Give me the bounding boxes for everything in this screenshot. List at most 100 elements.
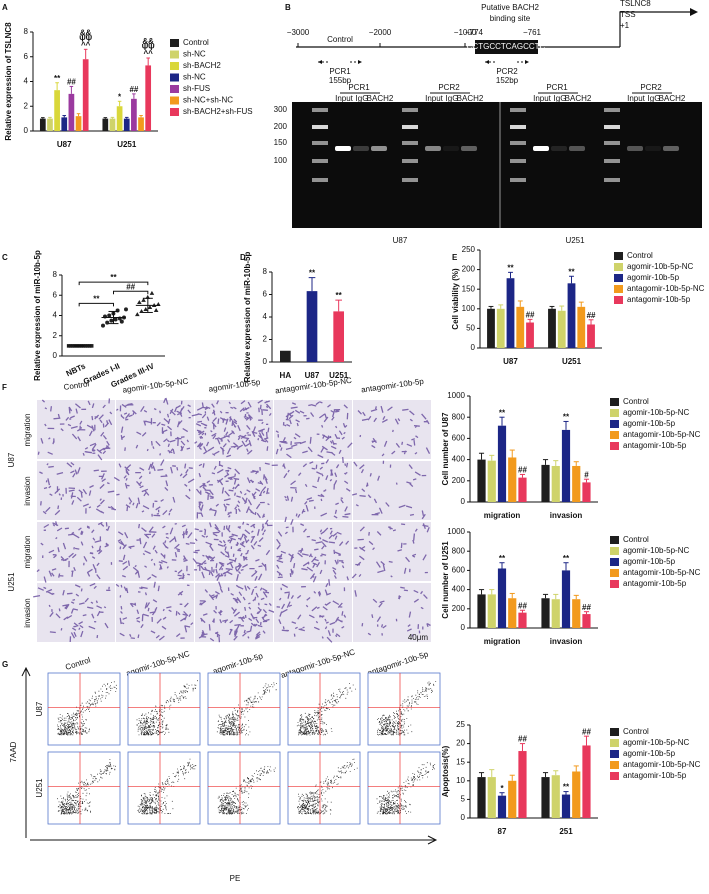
y-tick-label: 0 <box>461 497 466 506</box>
pcr-label: PCR2 <box>496 67 518 76</box>
bar <box>497 795 507 818</box>
ladder-band <box>402 108 418 112</box>
significance-mark: ^^ <box>81 40 91 49</box>
position-label: −761 <box>523 28 542 37</box>
error-bar <box>335 299 342 312</box>
y-tick-label: 0 <box>263 357 268 366</box>
legend-swatch <box>170 39 179 47</box>
ladder-band <box>402 125 418 129</box>
error-bar <box>132 93 136 99</box>
legend-swatch <box>170 62 179 70</box>
legend-swatch <box>610 739 619 747</box>
assay-label: invasion <box>23 476 32 505</box>
legend-label: agomir-10b-5p <box>623 749 676 758</box>
legend-swatch <box>610 728 619 736</box>
tss-label: TSLNC8 <box>620 0 651 8</box>
error-bar <box>498 304 504 309</box>
bar <box>487 460 496 502</box>
y-tick-label: 200 <box>462 265 476 274</box>
x-tick-label: U251 <box>562 357 582 366</box>
bar <box>582 482 591 502</box>
bar <box>572 771 581 818</box>
significance-mark: ## <box>582 603 591 612</box>
bar <box>516 306 525 348</box>
y-tick-label: 0 <box>471 343 476 352</box>
y-tick-label: 25 <box>456 720 465 729</box>
bar <box>47 118 53 131</box>
bar <box>541 464 550 502</box>
bar <box>582 745 591 818</box>
ladder-label: 300 <box>274 105 288 114</box>
bar <box>477 594 486 628</box>
flow-plot <box>47 672 121 746</box>
y-tick-label: 6 <box>263 290 268 299</box>
lane-label: IgG <box>648 94 661 103</box>
legend-label: Control <box>183 38 209 47</box>
column-header: antagomir-10b-5p <box>361 377 425 395</box>
micrograph-texture <box>36 521 113 583</box>
legend-label: Control <box>627 251 653 260</box>
site-label: binding site <box>490 14 531 23</box>
bar <box>75 116 82 131</box>
y-tick-label: 4 <box>53 311 58 320</box>
position-label: −2000 <box>369 28 392 37</box>
bar <box>487 308 495 348</box>
error-bar <box>553 593 559 600</box>
legend-swatch <box>170 85 179 93</box>
significance-mark: # <box>584 470 589 479</box>
data-point <box>141 297 146 302</box>
error-bar <box>41 117 45 119</box>
bar <box>518 612 527 628</box>
micrograph-texture <box>275 401 353 459</box>
bar <box>526 322 534 348</box>
bar <box>561 429 571 502</box>
ladder-band <box>510 108 526 112</box>
pcr-size: 155bp <box>329 76 352 85</box>
x-axis-label: PE <box>230 874 241 883</box>
gel-band <box>353 146 369 151</box>
legend-label: sh-FUS <box>183 84 210 93</box>
data-point <box>147 305 153 309</box>
legend-swatch <box>610 409 619 417</box>
gel-band <box>551 146 567 151</box>
bar <box>541 598 550 628</box>
error-bar <box>563 791 569 795</box>
significance-mark: ## <box>67 78 76 87</box>
legend-swatch <box>170 50 179 59</box>
legend-label: antagomir-10b-5p-NC <box>623 568 701 577</box>
bar <box>508 457 517 502</box>
error-bar <box>569 275 574 284</box>
significance-mark: ** <box>54 74 61 83</box>
error-bar <box>103 117 108 119</box>
y-tick-label: 20 <box>456 739 465 748</box>
lane-label: Input <box>533 94 552 103</box>
error-bar <box>509 592 515 599</box>
significance-mark: && <box>142 37 154 46</box>
y-tick-label: 4 <box>24 77 29 86</box>
bar <box>82 59 89 131</box>
x-tick-label: U87 <box>305 371 320 380</box>
legend-swatch <box>610 569 619 577</box>
y-tick-label: 8 <box>263 267 268 276</box>
lane-label: Input <box>425 94 444 103</box>
significance-mark: ** <box>563 783 570 792</box>
micrograph <box>274 461 352 520</box>
legend-label: antagomir-10b-5p-NC <box>623 760 701 769</box>
micrograph-texture <box>195 460 270 519</box>
lane-label: IgG <box>446 94 459 103</box>
panel-label: G <box>2 660 8 669</box>
legend-label: agomir-10b-5p-NC <box>623 408 689 417</box>
data-point <box>107 313 112 318</box>
y-axis-label: Cell number of U251 <box>441 541 450 619</box>
significance-mark: ** <box>563 554 570 563</box>
micrograph-texture <box>116 397 192 456</box>
legend-label: antagomir-10b-5p <box>623 771 687 780</box>
y-tick-label: 6 <box>53 290 58 299</box>
ladder-band <box>402 178 418 182</box>
significance-mark: ** <box>499 554 506 563</box>
bar <box>280 350 291 362</box>
y-tick-label: 200 <box>452 604 466 613</box>
error-bar <box>542 593 549 599</box>
y-tick-label: 600 <box>452 434 466 443</box>
flow-events <box>376 762 436 815</box>
